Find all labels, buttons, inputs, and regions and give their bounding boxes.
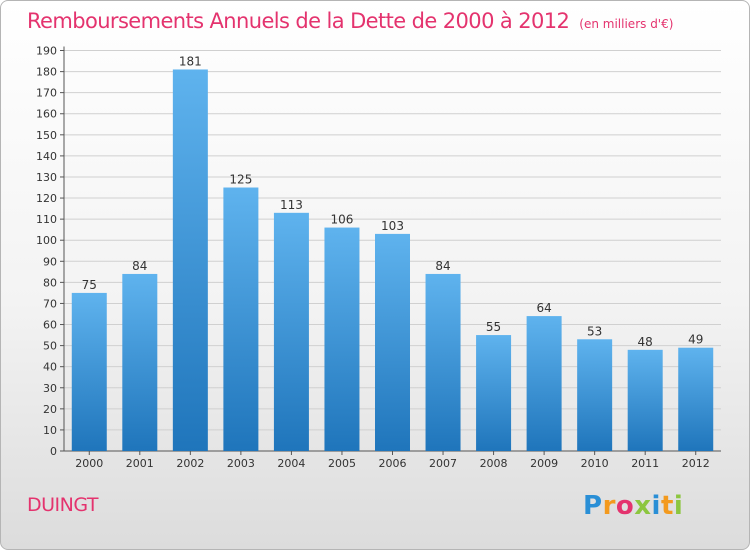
y-tick-label: 100 (36, 234, 57, 247)
chart-title: Remboursements Annuels de la Dette de 20… (27, 9, 673, 33)
y-tick-label: 10 (43, 424, 57, 437)
bar-2001 (122, 273, 158, 451)
x-tick-label-2006: 2006 (379, 457, 407, 470)
y-tick-label: 160 (36, 108, 57, 121)
y-tick-label: 130 (36, 171, 57, 184)
x-tick-label-2004: 2004 (277, 457, 305, 470)
bar-2003 (223, 187, 259, 451)
x-tick-label-2007: 2007 (429, 457, 457, 470)
data-label-2005: 106 (331, 213, 354, 227)
data-label-2012: 49 (688, 333, 703, 347)
logo-letter: r (602, 491, 616, 521)
proxiti-logo: Proxiti (583, 491, 683, 521)
y-tick-label: 70 (43, 297, 57, 310)
y-tick-label: 170 (36, 87, 57, 100)
logo-letter: P (583, 491, 603, 521)
bar-2010 (577, 339, 613, 451)
y-tick-label: 80 (43, 276, 57, 289)
x-tick-label-2011: 2011 (631, 457, 659, 470)
bar-2004 (273, 212, 309, 451)
y-tick-label: 50 (43, 340, 57, 353)
data-label-2006: 103 (381, 219, 404, 233)
y-tick-label: 180 (36, 66, 57, 79)
data-label-2010: 53 (587, 324, 602, 338)
logo-letter: o (615, 491, 635, 521)
y-tick-label: 110 (36, 213, 57, 226)
x-tick-label-2012: 2012 (682, 457, 710, 470)
bar-2005 (324, 227, 360, 451)
logo-letter: x (634, 491, 652, 521)
x-tick-label-2009: 2009 (530, 457, 558, 470)
bar-2002 (172, 69, 208, 451)
data-label-2003: 125 (229, 173, 252, 187)
y-tick-label: 0 (50, 445, 57, 458)
x-tick-label-2010: 2010 (581, 457, 609, 470)
data-label-2000: 75 (82, 278, 97, 292)
logo-letter: i (651, 491, 661, 521)
commune-name: DUINGT (27, 494, 99, 516)
x-tick-label-2001: 2001 (126, 457, 154, 470)
data-label-2001: 84 (132, 259, 147, 273)
bar-2011 (627, 349, 663, 451)
unit-note: (en milliers d'€) (579, 17, 674, 31)
logo-letter: t (660, 491, 674, 521)
x-tick-label-2005: 2005 (328, 457, 356, 470)
data-label-2011: 48 (638, 335, 653, 349)
y-tick-label: 120 (36, 192, 57, 205)
data-label-2009: 64 (536, 301, 551, 315)
bar-2008 (476, 335, 512, 451)
y-tick-label: 140 (36, 150, 57, 163)
data-label-2002: 181 (179, 54, 202, 68)
chart-title-text: Remboursements Annuels de la Dette de 20… (27, 9, 570, 33)
y-tick-label: 40 (43, 361, 57, 374)
bar-2007 (425, 273, 461, 451)
logo-letter: i (673, 491, 684, 521)
data-label-2008: 55 (486, 320, 501, 334)
data-label-2007: 84 (435, 259, 450, 273)
y-tick-label: 60 (43, 319, 57, 332)
bar-2012 (678, 347, 714, 451)
bar-2000 (71, 292, 107, 451)
y-tick-label: 150 (36, 129, 57, 142)
y-tick-label: 190 (36, 45, 57, 58)
y-tick-label: 20 (43, 403, 57, 416)
x-tick-label-2008: 2008 (480, 457, 508, 470)
y-tick-label: 30 (43, 382, 57, 395)
bar-2009 (526, 316, 562, 451)
bar-2006 (375, 233, 410, 451)
x-tick-label-2002: 2002 (176, 457, 204, 470)
x-tick-label-2000: 2000 (75, 457, 103, 470)
data-label-2004: 113 (280, 198, 303, 212)
x-tick-label-2003: 2003 (227, 457, 255, 470)
y-tick-label: 90 (43, 255, 57, 268)
